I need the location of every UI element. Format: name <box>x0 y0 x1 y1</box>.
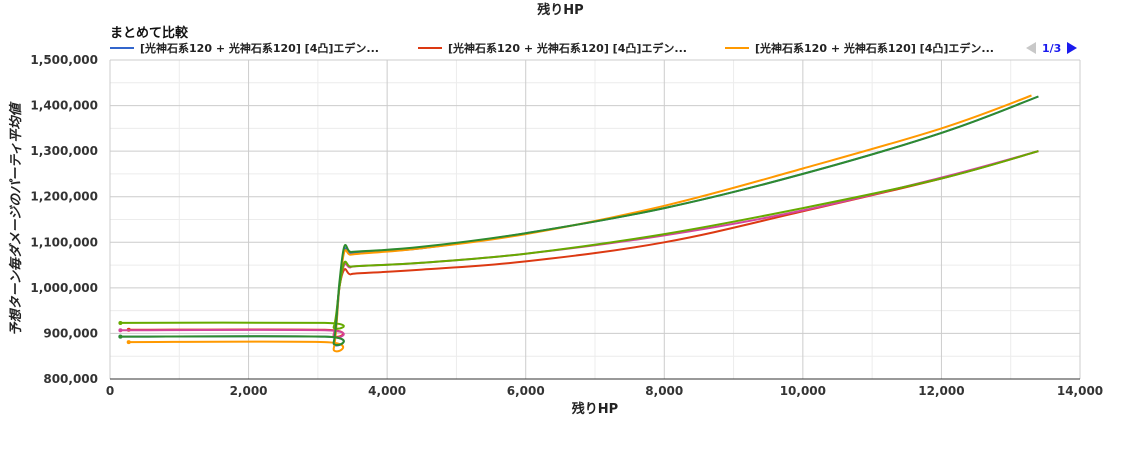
legend-label-1: [光神石系120 + 光神石系120] [4凸]エデン... <box>140 42 379 55</box>
axis-layer: 0 2,000 4,000 6,000 8,000 10,000 12,000 14,000 8… <box>8 53 1103 417</box>
y-tick-label: 1,400,000 <box>30 99 98 113</box>
series-line-2[interactable] <box>128 150 1039 338</box>
series-line-1[interactable] <box>120 95 1039 347</box>
legend-item-1[interactable]: [光神石系120 + 光神石系120] [4凸]エデン... <box>110 40 379 56</box>
series-line-4[interactable] <box>120 150 1039 339</box>
y-tick-label: 1,500,000 <box>30 53 98 67</box>
series-start-point-3[interactable] <box>126 340 131 345</box>
pager-page-text: 1/3 <box>1042 41 1062 55</box>
x-tick-label: 14,000 <box>1057 384 1103 398</box>
legend-swatch-3 <box>725 47 749 49</box>
chart-title: まとめて比較 <box>110 26 189 41</box>
y-tick-label: 1,100,000 <box>30 235 98 249</box>
series-line-3[interactable] <box>128 94 1032 353</box>
x-tick-label: 12,000 <box>918 384 964 398</box>
y-tick-label: 900,000 <box>43 326 98 340</box>
legend-pager: 1/3 <box>1026 40 1078 56</box>
x-tick-label: 2,000 <box>230 384 268 398</box>
series-start-point-6[interactable] <box>118 334 123 339</box>
x-tick-label: 10,000 <box>780 384 826 398</box>
series-line-5[interactable] <box>120 150 1039 330</box>
y-tick-label: 1,200,000 <box>30 190 98 204</box>
series-layer <box>118 94 1039 353</box>
chart-top-title: 残りHP <box>537 3 584 18</box>
pager-prev-icon[interactable] <box>1026 42 1036 54</box>
legend-label-3: [光神石系120 + 光神石系120] [4凸]エデン... <box>755 42 994 55</box>
legend-label-2: [光神石系120 + 光神石系120] [4凸]エデン... <box>448 42 687 55</box>
series-start-point-5[interactable] <box>118 320 123 325</box>
y-tick-label: 800,000 <box>43 372 98 386</box>
y-tick-label: 1,300,000 <box>30 144 98 158</box>
x-tick-label: 8,000 <box>645 384 683 398</box>
x-axis-title: 残りHP <box>572 401 618 417</box>
legend-swatch-1 <box>110 47 134 49</box>
x-tick-label: 4,000 <box>368 384 406 398</box>
x-tick-label: 0 <box>106 384 114 398</box>
legend-swatch-2 <box>418 47 442 49</box>
y-axis-title: 予想ターン毎ダメージのパーティ平均値 <box>8 101 24 336</box>
series-line-6[interactable] <box>120 95 1039 346</box>
x-tick-label: 6,000 <box>507 384 545 398</box>
y-tick-label: 1,000,000 <box>30 281 98 295</box>
legend-item-3[interactable]: [光神石系120 + 光神石系120] [4凸]エデン... <box>725 40 994 56</box>
pager-next-icon[interactable] <box>1067 42 1078 54</box>
series-start-point-4[interactable] <box>118 328 123 333</box>
grid-layer <box>109 59 1081 380</box>
legend-item-2[interactable]: [光神石系120 + 光神石系120] [4凸]エデン... <box>418 40 687 56</box>
